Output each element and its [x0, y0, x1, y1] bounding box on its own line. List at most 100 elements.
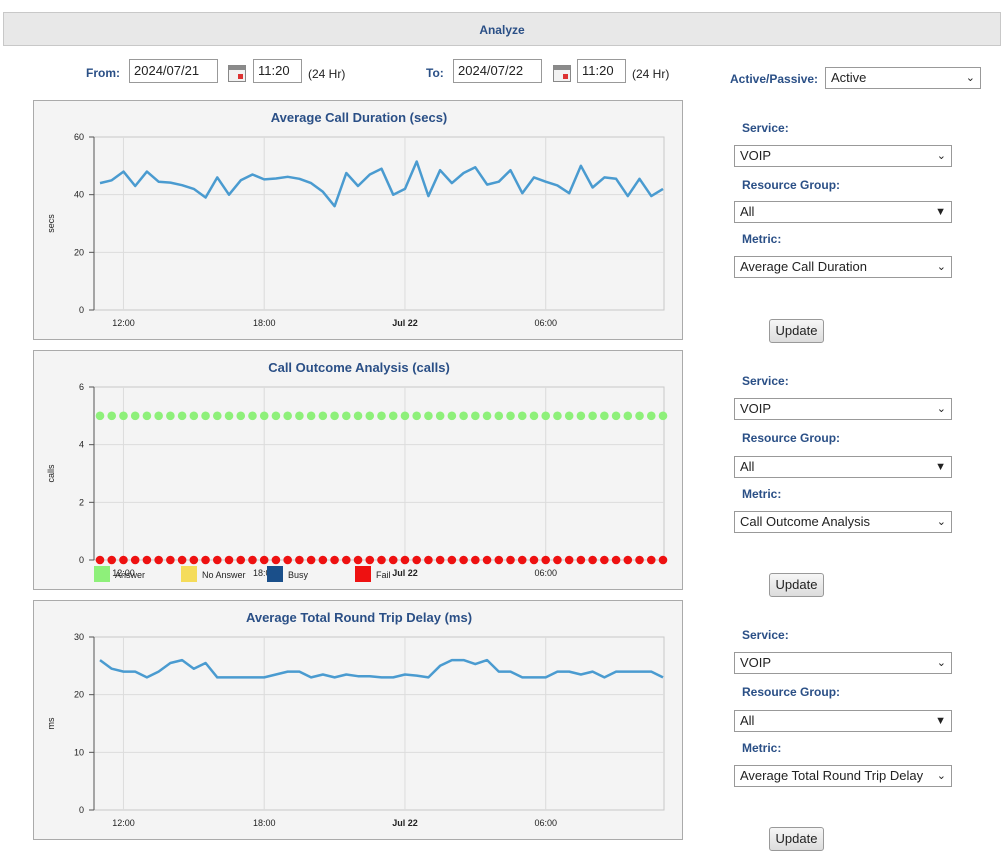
point-answer — [318, 411, 328, 421]
point-answer — [635, 411, 644, 421]
x-tick-label: 06:00 — [534, 818, 557, 828]
point-answer — [658, 411, 668, 421]
point-fail — [435, 555, 445, 565]
point-answer — [541, 411, 551, 421]
point-fail — [189, 555, 199, 565]
chevron-down-icon: ⌄ — [936, 516, 946, 528]
point-fail — [224, 555, 234, 565]
y-tick-label: 20 — [74, 690, 84, 700]
point-answer — [224, 411, 234, 421]
resource-group-label: Resource Group: — [742, 431, 841, 445]
y-tick-label: 20 — [74, 247, 84, 257]
resource-group-select[interactable]: All ▼ — [734, 201, 952, 223]
point-fail — [529, 555, 539, 565]
point-fail — [646, 555, 656, 565]
x-tick-label: 18:00 — [253, 318, 276, 328]
plot-area — [93, 636, 665, 811]
point-answer — [330, 411, 339, 421]
resource-group-label: Resource Group: — [742, 178, 841, 192]
point-answer — [166, 411, 175, 421]
point-answer — [130, 411, 140, 421]
service-label: Service: — [742, 628, 789, 642]
point-answer — [189, 411, 199, 421]
from-hr-note: (24 Hr) — [308, 67, 346, 81]
metric-select[interactable]: Average Total Round Trip Delay ⌄ — [734, 765, 952, 787]
from-date-input[interactable]: 2024/07/21 — [129, 59, 218, 83]
legend-swatch — [267, 566, 283, 582]
metric-select[interactable]: Average Call Duration ⌄ — [734, 256, 952, 278]
from-time-input[interactable]: 11:20 — [253, 59, 302, 83]
resource-group-value: All — [740, 459, 755, 474]
point-fail — [295, 555, 304, 565]
service-label: Service: — [742, 374, 789, 388]
y-tick-label: 30 — [74, 632, 84, 642]
point-answer — [435, 411, 445, 421]
update-button[interactable]: Update — [769, 573, 824, 597]
resource-group-select[interactable]: All ▼ — [734, 710, 952, 732]
chart-svg: Average Call Duration (secs) 0 20 40 60 secs 1… — [46, 110, 665, 328]
point-answer — [201, 411, 210, 421]
active-passive-select[interactable]: Active ⌄ — [825, 67, 981, 89]
point-answer — [553, 411, 562, 421]
chart-call-outcome: Call Outcome Analysis (calls) 0 2 4 6 calls 12… — [33, 350, 683, 590]
metric-select[interactable]: Call Outcome Analysis ⌄ — [734, 511, 952, 533]
chevron-down-icon: ⌄ — [936, 261, 946, 273]
point-answer — [107, 411, 117, 421]
update-button[interactable]: Update — [769, 319, 824, 343]
chart-title: Average Total Round Trip Delay (ms) — [246, 610, 472, 625]
point-answer — [623, 411, 633, 421]
resource-group-value: All — [740, 713, 755, 728]
to-time-input[interactable]: 11:20 — [577, 59, 626, 83]
point-fail — [166, 555, 175, 565]
update-button[interactable]: Update — [769, 827, 824, 851]
plot-area — [93, 136, 665, 311]
y-tick-label: 60 — [74, 132, 84, 142]
point-answer — [646, 411, 656, 421]
point-fail — [482, 555, 492, 565]
x-tick-label: 12:00 — [112, 318, 135, 328]
point-answer — [259, 411, 269, 421]
y-axis-label: calls — [46, 464, 56, 483]
active-passive-label: Active/Passive: — [730, 72, 819, 86]
metric-label: Metric: — [742, 487, 782, 501]
point-fail — [377, 555, 386, 565]
x-tick-label: 12:00 — [112, 568, 135, 578]
point-fail — [95, 555, 105, 565]
point-answer — [588, 411, 597, 421]
service-select[interactable]: VOIP ⌄ — [734, 398, 952, 420]
point-fail — [623, 555, 633, 565]
service-select[interactable]: VOIP ⌄ — [734, 652, 952, 674]
chevron-down-icon: ⌄ — [936, 403, 946, 415]
caret-down-icon: ▼ — [935, 461, 946, 473]
point-fail — [212, 555, 222, 565]
point-fail — [658, 555, 668, 565]
service-value: VOIP — [740, 655, 772, 670]
point-fail — [388, 555, 398, 565]
point-answer — [400, 411, 410, 421]
service-value: VOIP — [740, 401, 772, 416]
chevron-down-icon: ⌄ — [936, 657, 946, 669]
point-answer — [177, 411, 187, 421]
from-label: From: — [86, 66, 120, 80]
calendar-icon[interactable] — [228, 65, 246, 82]
to-date-input[interactable]: 2024/07/22 — [453, 59, 542, 83]
chart-title: Average Call Duration (secs) — [271, 110, 448, 125]
service-select[interactable]: VOIP ⌄ — [734, 145, 952, 167]
resource-group-select[interactable]: All ▼ — [734, 456, 952, 478]
point-fail — [283, 555, 292, 565]
point-answer — [576, 411, 586, 421]
chart-average-call-duration: Average Call Duration (secs) 0 20 40 60 secs 1… — [33, 100, 683, 340]
point-answer — [248, 411, 257, 421]
point-fail — [564, 555, 574, 565]
service-label: Service: — [742, 121, 789, 135]
point-answer — [482, 411, 492, 421]
calendar-icon[interactable] — [553, 65, 571, 82]
point-answer — [212, 411, 222, 421]
chart-svg: Call Outcome Analysis (calls) 0 2 4 6 calls 12… — [46, 360, 668, 582]
point-answer — [295, 411, 304, 421]
legend-label: Fail — [376, 570, 391, 580]
metric-label: Metric: — [742, 232, 782, 246]
x-tick-label: 06:00 — [534, 318, 557, 328]
y-tick-label: 4 — [79, 440, 84, 450]
point-fail — [353, 555, 363, 565]
